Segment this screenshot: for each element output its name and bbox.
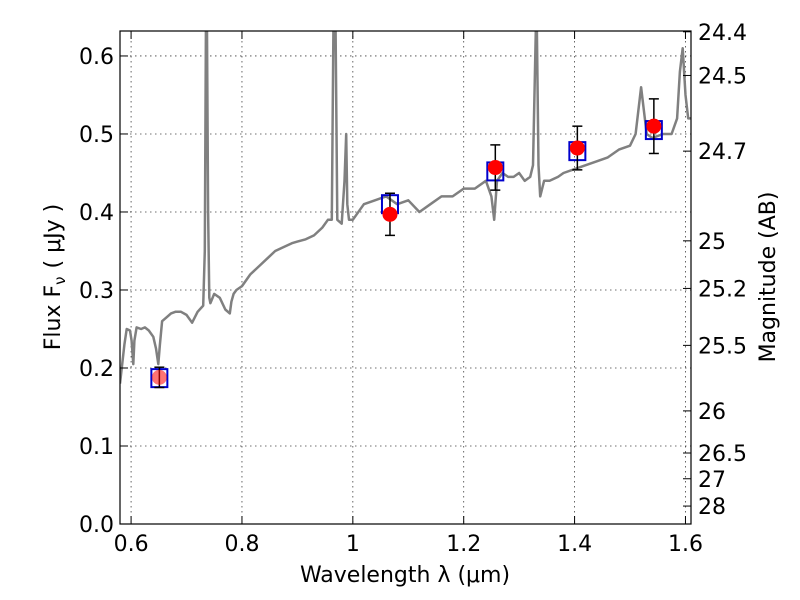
y-tick-label: 0.4 bbox=[79, 201, 114, 226]
photometry-points-layer bbox=[150, 98, 663, 389]
right-axis-label-text: Magnitude (AB) bbox=[756, 192, 781, 363]
right-tick-label: 24.4 bbox=[698, 21, 747, 46]
x-tick-label: 0.8 bbox=[224, 532, 259, 557]
right-tick-label: 25.2 bbox=[698, 277, 747, 302]
right-axis-label: Magnitude (AB) bbox=[756, 192, 781, 363]
plot-frame bbox=[119, 30, 692, 525]
y-tick-label: 0.3 bbox=[79, 279, 114, 304]
right-tick-label: 24.7 bbox=[698, 140, 747, 165]
right-tick-label: 28 bbox=[698, 495, 726, 520]
y-axis-label-main: Flux F bbox=[41, 285, 66, 350]
svg-text:Flux Fν( μJy ): Flux Fν ( μJy ) bbox=[41, 204, 69, 350]
x-tick-label: 0.6 bbox=[114, 532, 149, 557]
observed-photometry-point bbox=[382, 206, 398, 222]
right-tick-label: 26.5 bbox=[698, 442, 747, 467]
y-axis-label-sub: ν bbox=[51, 276, 69, 284]
spectrum-line bbox=[120, 31, 691, 384]
y-tick-label: 0.1 bbox=[79, 435, 114, 460]
axis-ticks: 0.6 0.8 1 1.2 1.4 1.6 0.0 0.1 0.2 0.3 0.4 0.5 0.6 24.… bbox=[79, 21, 747, 557]
observed-photometry-point bbox=[569, 140, 585, 156]
x-tick-label: 1 bbox=[346, 532, 360, 557]
right-tick-label: 25 bbox=[698, 230, 726, 255]
observed-photometry-point bbox=[151, 369, 167, 385]
y-tick-label: 0.6 bbox=[79, 45, 114, 70]
y-axis-label-unit: ( μJy ) bbox=[41, 204, 66, 269]
y-axis-label: Flux Fν ( μJy ) bbox=[41, 204, 69, 350]
right-tick-label: 26 bbox=[698, 400, 726, 425]
x-tick-label: 1.6 bbox=[668, 532, 703, 557]
y-tick-label: 0.5 bbox=[79, 123, 114, 148]
x-axis-label: Wavelength λ (μm) bbox=[300, 563, 510, 588]
right-tick-label: 25.5 bbox=[698, 334, 747, 359]
x-tick-label: 1.2 bbox=[446, 532, 481, 557]
right-tick-label: 27 bbox=[698, 468, 726, 493]
observed-photometry-point bbox=[487, 160, 503, 176]
x-tick-label: 1.4 bbox=[557, 532, 592, 557]
model-spectrum-layer bbox=[120, 31, 691, 384]
observed-photometry-point bbox=[646, 118, 662, 134]
y-tick-label: 0.0 bbox=[79, 513, 114, 538]
y-tick-label: 0.2 bbox=[79, 357, 114, 382]
right-tick-label: 24.5 bbox=[698, 64, 747, 89]
